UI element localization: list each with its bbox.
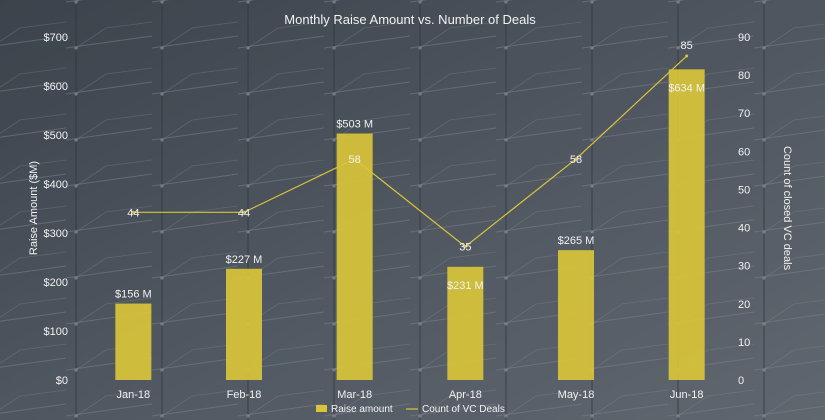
- y2-tick-label: 80: [738, 70, 750, 82]
- bar: [447, 266, 484, 380]
- y2-axis-label: Count of closed VC deals: [781, 146, 793, 271]
- y-tick-label: $400: [44, 179, 68, 191]
- x-tick-label: Mar-18: [337, 389, 372, 401]
- y2-axis-ticks: 0 10 20 30 40 50 60 70 80 90: [738, 32, 750, 387]
- line-point: [131, 210, 135, 214]
- legend-label-bar: Raise amount: [331, 404, 393, 415]
- y-tick-label: $0: [56, 375, 68, 387]
- bar-series: [115, 69, 705, 380]
- y2-tick-label: 50: [738, 184, 750, 196]
- y2-tick-label: 10: [738, 337, 750, 349]
- deals-line: [133, 55, 688, 248]
- y-tick-label: $300: [44, 228, 68, 240]
- y-axis-label: Raise Amount ($M): [28, 161, 40, 255]
- y-axis-ticks: $0 $100 $200 $300 $400 $500 $600 $700: [44, 32, 68, 387]
- y2-tick-label: 40: [738, 223, 750, 235]
- y2-tick-label: 60: [738, 146, 750, 158]
- line-value-label: 44: [127, 207, 139, 219]
- y2-tick-label: 90: [738, 32, 750, 44]
- line-value-label: 58: [570, 154, 582, 166]
- bar-value-label: $156 M: [115, 289, 152, 301]
- bar: [336, 133, 373, 380]
- bar-value-label: $634 M: [668, 82, 705, 94]
- bar-data-labels: $156 M $227 M $503 M $231 M $265 M $634 M: [115, 82, 705, 300]
- line-data-labels: 44 44 58 35 58 85: [127, 40, 693, 254]
- bar: [668, 69, 705, 380]
- bar: [226, 268, 262, 380]
- bar: [558, 250, 594, 380]
- legend: Raise amount Count of VC Deals: [316, 404, 505, 415]
- bar-value-label: $503 M: [336, 119, 373, 131]
- bar-value-label: $227 M: [226, 254, 263, 266]
- y2-tick-label: 30: [738, 261, 750, 273]
- x-tick-label: Feb-18: [227, 389, 262, 401]
- y-tick-label: $200: [44, 277, 68, 289]
- line-series: [131, 54, 689, 249]
- bar-value-label: $265 M: [558, 235, 595, 247]
- y-tick-label: $700: [44, 32, 68, 44]
- x-tick-label: Apr-18: [449, 389, 482, 401]
- x-tick-label: May-18: [558, 389, 595, 401]
- line-point: [242, 210, 246, 214]
- bar: [115, 303, 152, 380]
- line-value-label: 35: [459, 242, 471, 254]
- y2-tick-label: 70: [738, 108, 750, 120]
- line-value-label: 85: [681, 40, 693, 52]
- line-point: [353, 157, 357, 161]
- line-point: [463, 245, 467, 249]
- line-value-label: 44: [238, 207, 250, 219]
- y-tick-label: $100: [44, 326, 68, 338]
- legend-label-line: Count of VC Deals: [422, 404, 505, 415]
- y-tick-label: $500: [44, 130, 68, 142]
- x-tick-label: Jan-18: [117, 389, 151, 401]
- y2-tick-label: 0: [738, 375, 744, 387]
- x-tick-label: Jun-18: [670, 389, 704, 401]
- chart-title: Monthly Raise Amount vs. Number of Deals: [284, 12, 536, 27]
- y2-tick-label: 20: [738, 299, 750, 311]
- bar-value-label: $231 M: [447, 280, 484, 292]
- y-tick-label: $600: [44, 81, 68, 93]
- line-value-label: 58: [349, 154, 361, 166]
- line-point: [574, 157, 578, 161]
- legend-swatch-bar: [316, 405, 327, 412]
- x-axis-ticks: Jan-18 Feb-18 Mar-18 Apr-18 May-18 Jun-18: [117, 389, 704, 401]
- line-point: [685, 54, 689, 58]
